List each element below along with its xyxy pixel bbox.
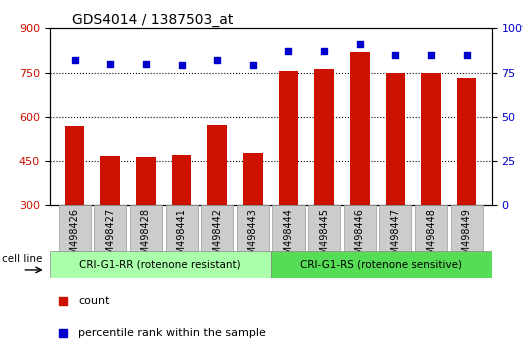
Text: GDS4014 / 1387503_at: GDS4014 / 1387503_at xyxy=(72,13,233,27)
FancyBboxPatch shape xyxy=(201,205,233,253)
FancyBboxPatch shape xyxy=(272,205,304,253)
FancyBboxPatch shape xyxy=(271,251,492,278)
Point xyxy=(213,57,221,63)
Point xyxy=(427,52,435,58)
FancyBboxPatch shape xyxy=(344,205,376,253)
Point xyxy=(59,298,67,304)
FancyBboxPatch shape xyxy=(379,205,412,253)
Text: GSM498426: GSM498426 xyxy=(70,208,79,267)
Point xyxy=(391,52,400,58)
Bar xyxy=(385,73,405,205)
Bar xyxy=(136,157,156,205)
Text: CRI-G1-RS (rotenone sensitive): CRI-G1-RS (rotenone sensitive) xyxy=(300,259,462,270)
FancyBboxPatch shape xyxy=(94,205,127,253)
Point xyxy=(285,48,293,54)
Text: GSM498443: GSM498443 xyxy=(248,208,258,267)
Point xyxy=(71,57,79,63)
Point xyxy=(462,52,471,58)
Text: count: count xyxy=(78,296,110,306)
Text: percentile rank within the sample: percentile rank within the sample xyxy=(78,328,266,338)
Text: GSM498446: GSM498446 xyxy=(355,208,365,267)
FancyBboxPatch shape xyxy=(130,205,162,253)
Text: GSM498449: GSM498449 xyxy=(462,208,472,267)
Text: cell line: cell line xyxy=(2,254,42,264)
Bar xyxy=(100,156,120,205)
FancyBboxPatch shape xyxy=(50,251,271,278)
Text: GSM498441: GSM498441 xyxy=(177,208,187,267)
FancyBboxPatch shape xyxy=(308,205,340,253)
Point xyxy=(320,48,328,54)
Text: GSM498427: GSM498427 xyxy=(105,208,115,267)
Bar xyxy=(314,69,334,205)
Bar xyxy=(208,125,227,205)
Point xyxy=(248,63,257,68)
Text: GSM498442: GSM498442 xyxy=(212,208,222,267)
Bar xyxy=(457,79,476,205)
Bar xyxy=(243,153,263,205)
FancyBboxPatch shape xyxy=(165,205,198,253)
FancyBboxPatch shape xyxy=(59,205,90,253)
Bar xyxy=(350,52,370,205)
Point xyxy=(177,63,186,68)
Text: GSM498445: GSM498445 xyxy=(319,208,329,267)
Text: GSM498448: GSM498448 xyxy=(426,208,436,267)
Bar xyxy=(421,73,441,205)
Point xyxy=(356,41,364,47)
Point xyxy=(106,61,115,67)
FancyBboxPatch shape xyxy=(237,205,269,253)
Text: GSM498444: GSM498444 xyxy=(283,208,293,267)
Bar xyxy=(65,126,84,205)
Text: CRI-G1-RR (rotenone resistant): CRI-G1-RR (rotenone resistant) xyxy=(79,259,241,270)
Point xyxy=(59,330,67,336)
FancyBboxPatch shape xyxy=(451,205,483,253)
Point xyxy=(142,61,150,67)
Bar xyxy=(172,155,191,205)
Bar xyxy=(279,70,298,205)
Text: GSM498428: GSM498428 xyxy=(141,208,151,267)
Text: GSM498447: GSM498447 xyxy=(390,208,401,267)
FancyBboxPatch shape xyxy=(415,205,447,253)
